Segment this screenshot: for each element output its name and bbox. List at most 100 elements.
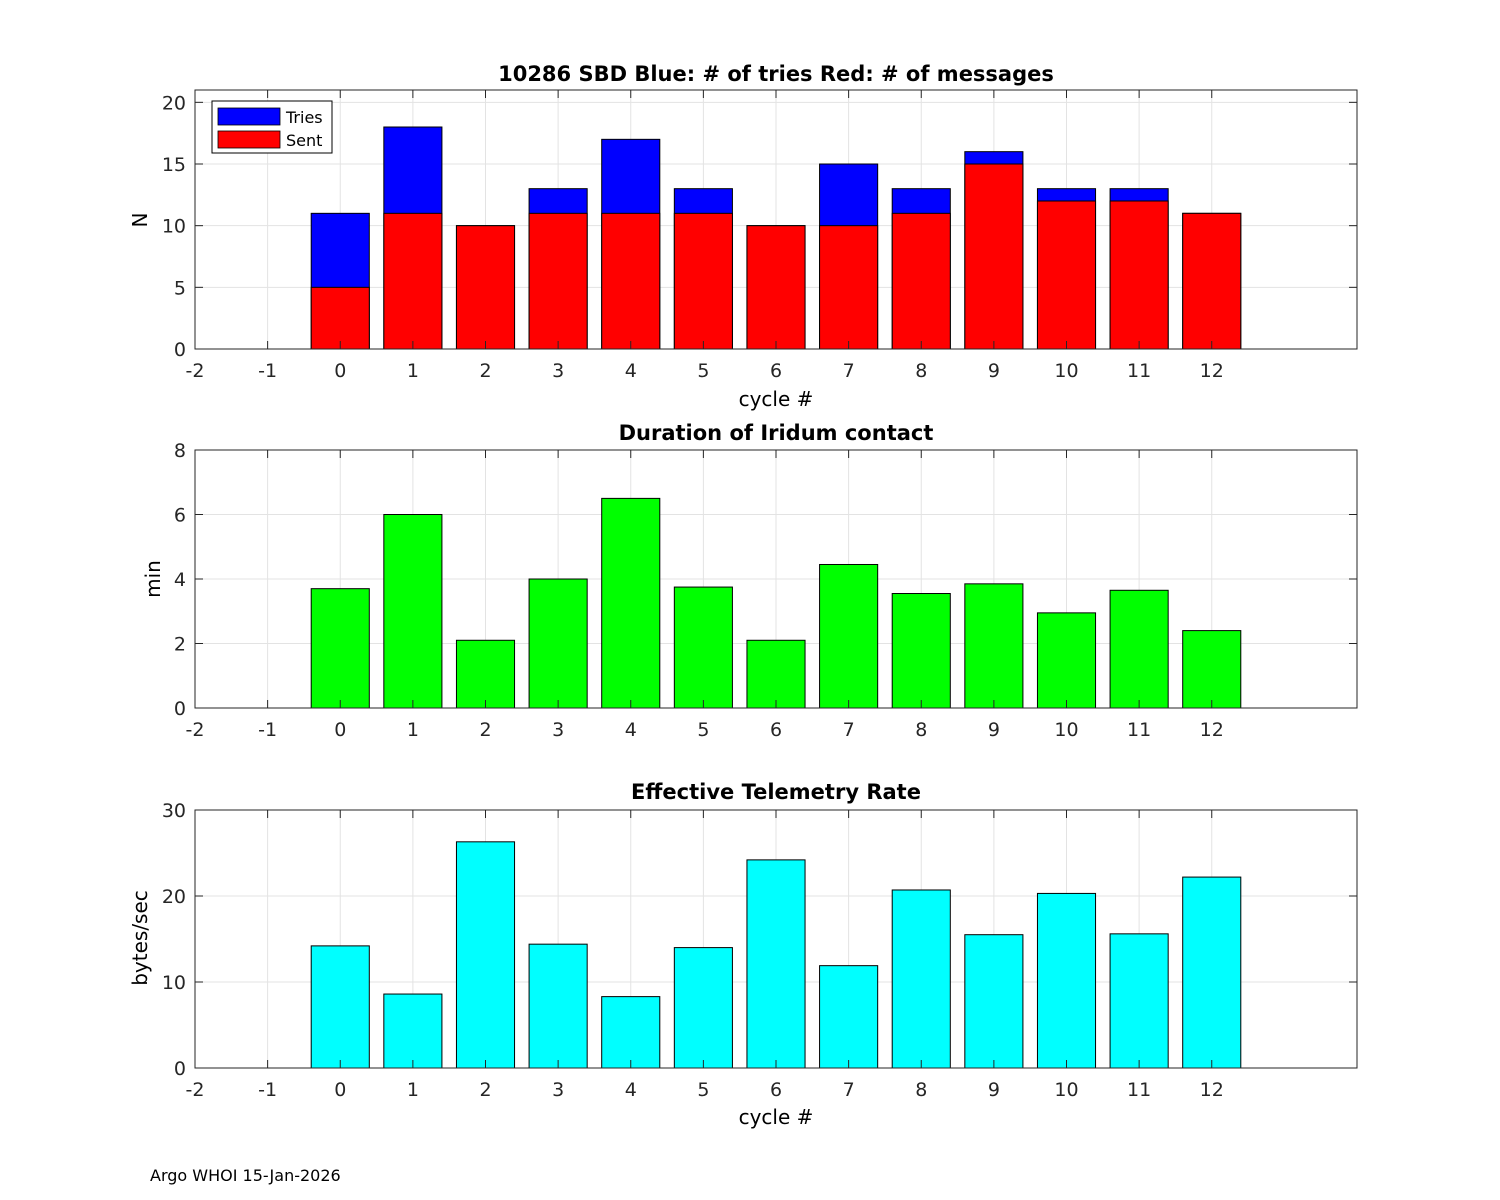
x-tick-label: 12 bbox=[1200, 719, 1224, 741]
x-tick-label: -2 bbox=[186, 1079, 205, 1101]
x-tick-label: 7 bbox=[843, 719, 855, 741]
x-tick-label: 2 bbox=[479, 719, 491, 741]
bar-rate-cycle-5 bbox=[673, 947, 733, 1069]
x-tick-label: -1 bbox=[258, 719, 277, 741]
y-axis-label: min bbox=[141, 560, 165, 598]
y-tick-label: 5 bbox=[174, 277, 186, 299]
x-tick-label: 6 bbox=[770, 1079, 782, 1101]
bar-duration-cycle-2 bbox=[455, 639, 516, 709]
bar-sent-cycle-9 bbox=[964, 163, 1024, 350]
bar-rate-cycle-9 bbox=[964, 934, 1024, 1069]
x-tick-label: 4 bbox=[625, 1079, 637, 1101]
bars bbox=[310, 841, 1242, 1069]
legend-swatch-sent bbox=[217, 130, 281, 149]
legend-label-sent: Sent bbox=[286, 131, 322, 150]
y-tick-label: 6 bbox=[174, 505, 186, 527]
bar-rate-cycle-6 bbox=[746, 859, 806, 1069]
bar-rate-cycle-7 bbox=[819, 965, 879, 1069]
x-tick-label: 1 bbox=[407, 1079, 419, 1101]
x-tick-label: 6 bbox=[770, 360, 782, 382]
bar-duration-cycle-3 bbox=[528, 578, 588, 709]
bar-rate-cycle-1 bbox=[383, 993, 443, 1069]
y-tick-label: 15 bbox=[162, 154, 186, 176]
bar-sent-cycle-2 bbox=[455, 225, 516, 350]
x-tick-label: 8 bbox=[915, 1079, 927, 1101]
panel-title: Duration of Iridum contact bbox=[619, 421, 934, 445]
legend-swatch-tries bbox=[217, 107, 281, 126]
bar-sent-cycle-12 bbox=[1182, 212, 1242, 350]
y-tick-label: 10 bbox=[162, 216, 186, 238]
y-tick-label: 0 bbox=[174, 339, 186, 361]
x-tick-label: 5 bbox=[697, 360, 709, 382]
bar-rate-cycle-10 bbox=[1036, 892, 1097, 1069]
x-tick-label: 12 bbox=[1200, 360, 1224, 382]
x-tick-label: -2 bbox=[186, 719, 205, 741]
bar-rate-cycle-8 bbox=[891, 889, 951, 1069]
x-tick-label: 10 bbox=[1054, 1079, 1078, 1101]
legend: Tries Sent bbox=[211, 100, 333, 154]
x-tick-label: 9 bbox=[988, 360, 1000, 382]
y-tick-label: 2 bbox=[174, 634, 186, 656]
x-tick-label: 2 bbox=[479, 1079, 491, 1101]
y-axis-label: N bbox=[128, 213, 152, 228]
x-tick-label: 1 bbox=[407, 360, 419, 382]
x-tick-label: 4 bbox=[625, 360, 637, 382]
y-tick-label: 20 bbox=[162, 886, 186, 908]
x-tick-label: 7 bbox=[843, 360, 855, 382]
bar-rate-cycle-11 bbox=[1109, 933, 1169, 1069]
legend-label-tries: Tries bbox=[285, 108, 323, 127]
bar-duration-cycle-0 bbox=[310, 588, 370, 709]
bar-rate-cycle-3 bbox=[528, 943, 588, 1069]
x-tick-label: 7 bbox=[843, 1079, 855, 1101]
x-tick-label: 10 bbox=[1054, 719, 1078, 741]
x-tick-label: 8 bbox=[915, 719, 927, 741]
bar-duration-cycle-4 bbox=[601, 497, 661, 709]
bar-sent-cycle-8 bbox=[891, 212, 951, 350]
y-tick-label: 0 bbox=[174, 698, 186, 720]
bar-sent-cycle-10 bbox=[1036, 200, 1097, 350]
bar-sent-cycle-4 bbox=[601, 212, 661, 350]
x-tick-label: 3 bbox=[552, 360, 564, 382]
bar-sent-cycle-1 bbox=[383, 212, 443, 350]
bar-duration-cycle-11 bbox=[1109, 589, 1169, 709]
bars bbox=[310, 126, 1242, 350]
x-tick-label: -1 bbox=[258, 360, 277, 382]
bar-sent-cycle-3 bbox=[528, 212, 588, 350]
x-tick-label: 0 bbox=[334, 719, 346, 741]
bar-sent-cycle-0 bbox=[310, 286, 370, 350]
x-tick-label: 0 bbox=[334, 1079, 346, 1101]
y-tick-label: 4 bbox=[174, 569, 186, 591]
bar-rate-cycle-0 bbox=[310, 945, 370, 1069]
bar-duration-cycle-10 bbox=[1036, 612, 1097, 709]
y-tick-label: 10 bbox=[162, 972, 186, 994]
bar-duration-cycle-9 bbox=[964, 583, 1024, 709]
bar-sent-cycle-5 bbox=[673, 212, 733, 350]
x-tick-label: 12 bbox=[1200, 1079, 1224, 1101]
y-tick-label: 20 bbox=[162, 92, 186, 114]
bar-rate-cycle-2 bbox=[455, 841, 516, 1069]
x-tick-label: 6 bbox=[770, 719, 782, 741]
x-tick-label: 5 bbox=[697, 1079, 709, 1101]
panel-title: 10286 SBD Blue: # of tries Red: # of mes… bbox=[498, 62, 1054, 86]
bar-duration-cycle-8 bbox=[891, 593, 951, 709]
x-tick-label: 10 bbox=[1054, 360, 1078, 382]
bar-rate-cycle-12 bbox=[1182, 876, 1242, 1069]
x-tick-label: 11 bbox=[1127, 719, 1151, 741]
bar-duration-cycle-1 bbox=[383, 514, 443, 709]
x-tick-label: 1 bbox=[407, 719, 419, 741]
bar-sent-cycle-7 bbox=[819, 225, 879, 350]
bar-duration-cycle-5 bbox=[673, 586, 733, 709]
bar-duration-cycle-6 bbox=[746, 639, 806, 709]
x-tick-label: 3 bbox=[552, 1079, 564, 1101]
x-tick-label: 11 bbox=[1127, 360, 1151, 382]
panel-title: Effective Telemetry Rate bbox=[631, 780, 921, 804]
bar-sent-cycle-6 bbox=[746, 225, 806, 350]
x-tick-label: 8 bbox=[915, 360, 927, 382]
x-tick-label: 11 bbox=[1127, 1079, 1151, 1101]
bars bbox=[310, 497, 1242, 709]
